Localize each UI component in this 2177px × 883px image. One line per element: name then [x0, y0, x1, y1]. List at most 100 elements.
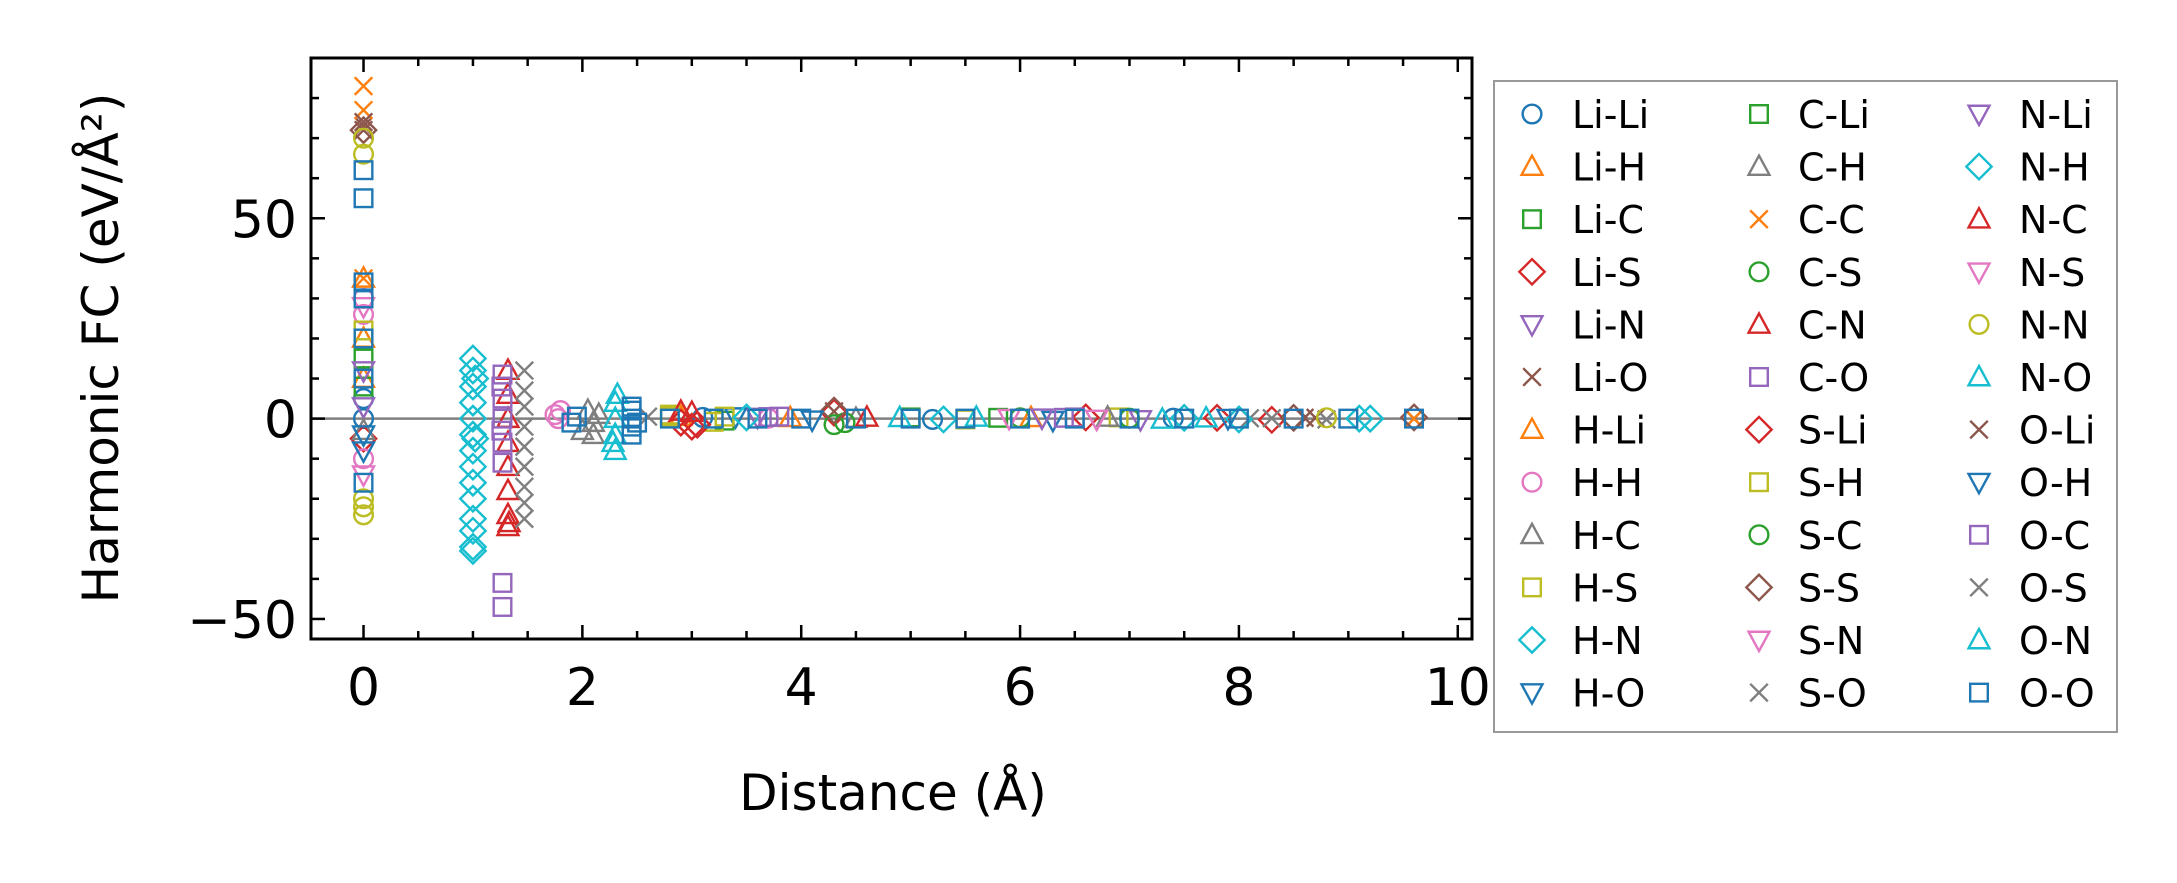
legend-label: S-O: [1798, 672, 1867, 716]
data-point: [600, 429, 626, 453]
series-h-n: [458, 344, 1385, 566]
data-point: [1404, 408, 1425, 429]
axes: 0 2 4 6 8 10 −50 0 50: [187, 56, 1491, 718]
legend-label: N-C: [2019, 198, 2088, 242]
series-n-s: [351, 409, 1110, 489]
data-point: [351, 361, 376, 385]
data-point: [458, 344, 488, 373]
data-point: [1040, 410, 1066, 434]
legend-label: S-Li: [1798, 409, 1868, 453]
legend-label: C-Li: [1798, 93, 1870, 137]
data-point: [458, 404, 488, 433]
legend-entry-c-s: C-S: [1748, 251, 1862, 295]
legend-entry-o-li: O-Li: [1969, 409, 2095, 453]
legend-marker-icon: [1749, 682, 1769, 703]
legend-entry-n-s: N-S: [1966, 251, 2085, 295]
data-point: [458, 452, 488, 482]
legend-label: O-N: [2019, 619, 2092, 663]
data-point: [514, 416, 535, 437]
data-point: [887, 404, 913, 428]
legend-marker-icon: [1519, 153, 1545, 177]
legend-marker-icon: [1746, 310, 1772, 334]
legend-label: C-C: [1798, 198, 1865, 242]
legend-entry-c-c: C-C: [1749, 198, 1865, 242]
legend-entry-s-c: S-C: [1748, 514, 1862, 558]
legend-marker-icon: [1748, 472, 1769, 493]
data-point: [703, 408, 724, 429]
data-point: [460, 424, 490, 454]
data-point: [458, 536, 488, 566]
legend-marker-icon: [1748, 367, 1769, 388]
legend-entry-h-h: H-H: [1521, 461, 1643, 505]
data-point: [352, 488, 375, 510]
data-point: [495, 381, 521, 405]
legend-label: H-O: [1572, 672, 1645, 716]
series-li-s: [349, 398, 1287, 454]
data-point: [996, 408, 1022, 432]
legend-marker-icon: [1519, 683, 1545, 707]
series-o-s: [514, 360, 1282, 529]
data-point: [492, 596, 513, 617]
legend-entry-o-n: O-N: [1966, 619, 2092, 663]
data-point: [458, 468, 488, 498]
legend-marker-icon: [1521, 209, 1542, 230]
legend-label: H-Li: [1572, 409, 1646, 453]
legend-label: S-C: [1798, 514, 1862, 558]
x-tick-label: 8: [1222, 658, 1255, 718]
legend-marker-icon: [1966, 205, 1992, 229]
x-tick-label: 0: [347, 658, 380, 718]
legend-marker-icon: [1748, 261, 1770, 283]
data-point: [747, 408, 768, 429]
legend-entry-li-n: Li-N: [1519, 303, 1646, 347]
legend-label: S-S: [1798, 566, 1860, 610]
legend-label: Li-H: [1572, 146, 1646, 190]
data-point: [1338, 408, 1359, 429]
data-point: [769, 406, 790, 427]
legend-entry-s-li: S-Li: [1744, 409, 1868, 453]
legend-marker-icon: [1968, 524, 1989, 545]
data-point: [495, 501, 521, 525]
legend-entry-s-n: S-N: [1746, 619, 1864, 663]
data-point: [514, 457, 535, 477]
legend-marker-icon: [1969, 419, 1989, 440]
legend-entry-n-o: N-O: [1966, 356, 2092, 400]
legend-label: H-N: [1572, 619, 1643, 663]
data-point: [602, 389, 628, 413]
data-point: [900, 408, 921, 429]
y-tick-label: 50: [231, 190, 297, 250]
data-point: [514, 477, 535, 497]
series-o-n: [600, 404, 1219, 453]
series-c-h: [580, 401, 1121, 445]
data-point: [1228, 408, 1249, 429]
data-point: [353, 328, 374, 349]
data-point: [458, 516, 488, 546]
data-point: [349, 115, 378, 145]
data-point: [1053, 407, 1074, 428]
legend-label: N-N: [2019, 303, 2090, 347]
data-point: [823, 414, 845, 436]
legend-marker-icon: [1519, 314, 1545, 338]
data-point: [566, 406, 587, 427]
data-point: [791, 408, 812, 429]
legend-marker-icon: [1744, 415, 1774, 444]
legend-entry-n-li: N-Li: [1966, 93, 2093, 137]
series-o-c: [491, 376, 1074, 441]
legend-marker-icon: [1519, 416, 1545, 440]
legend-label: H-S: [1572, 566, 1638, 610]
data-point: [549, 400, 572, 422]
legend-marker-icon: [1744, 573, 1774, 602]
legend-label: O-S: [2019, 566, 2088, 610]
x-tick-label: 4: [785, 658, 818, 718]
legend-label: C-S: [1798, 251, 1862, 295]
series-n-n: [352, 127, 1338, 526]
data-point: [819, 396, 849, 425]
data-point: [1119, 408, 1140, 429]
legend-entry-h-c: H-C: [1519, 514, 1641, 558]
data-point: [621, 396, 642, 417]
data-point: [351, 397, 376, 421]
legend-marker-icon: [1969, 577, 1989, 598]
data-point: [1355, 404, 1385, 433]
y-tick-label: −50: [187, 591, 297, 651]
legend-entry-h-s: H-S: [1521, 566, 1638, 610]
x-tick-label: 10: [1425, 658, 1491, 718]
